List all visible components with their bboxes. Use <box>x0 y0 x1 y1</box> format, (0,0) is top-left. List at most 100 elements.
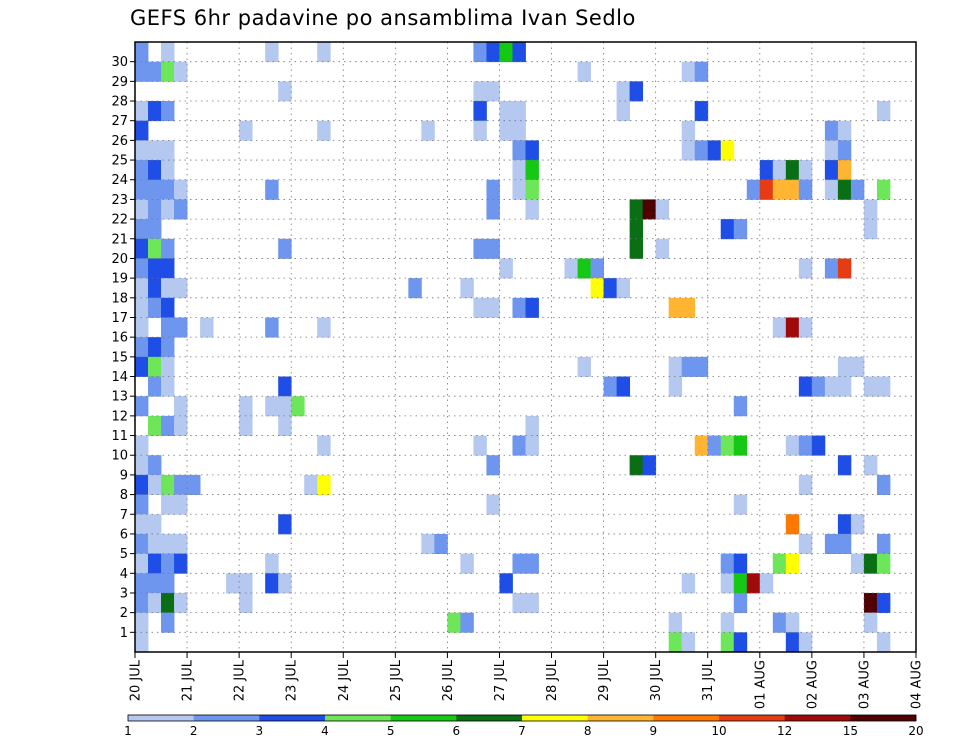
heatmap-cell <box>655 238 670 259</box>
heatmap-cell <box>863 612 878 633</box>
heatmap-cell <box>772 179 787 200</box>
heatmap-cell <box>317 474 331 495</box>
heatmap-cell <box>512 120 526 141</box>
y-tick-label: 8 <box>120 488 128 503</box>
heatmap-cell <box>148 179 162 200</box>
x-tick-label: 01 AUG <box>753 660 768 709</box>
x-tick-label: 21 JUL <box>181 659 196 701</box>
heatmap-cell <box>161 179 175 200</box>
heatmap-cell <box>473 101 487 122</box>
heatmap-cell <box>694 101 709 122</box>
x-tick-label: 27 JUL <box>493 659 508 701</box>
y-tick-label: 5 <box>120 547 128 562</box>
heatmap-cell <box>785 435 800 456</box>
heatmap-cell <box>239 573 253 594</box>
heatmap-cell <box>473 297 487 318</box>
x-tick-label: 04 AUG <box>910 660 925 709</box>
heatmap-cell <box>785 160 800 181</box>
y-tick-label: 14 <box>111 370 128 385</box>
heatmap-cell <box>876 632 891 653</box>
x-tick-label: 25 JUL <box>389 659 404 701</box>
heatmap-cell <box>525 553 539 574</box>
x-tick-label: 24 JUL <box>337 659 352 701</box>
x-tick-label: 23 JUL <box>285 659 300 701</box>
x-tick-label: 30 JUL <box>649 659 664 701</box>
heatmap-cell <box>798 160 813 181</box>
heatmap-cell <box>265 317 279 338</box>
y-tick-label: 21 <box>111 232 128 247</box>
heatmap-cell <box>148 297 162 318</box>
y-tick-label: 16 <box>111 331 128 346</box>
heatmap-cell <box>161 258 175 279</box>
heatmap-cell <box>850 553 865 574</box>
heatmap-cell <box>161 61 175 82</box>
heatmap-cell <box>720 435 735 456</box>
heatmap-cell <box>317 435 331 456</box>
heatmap-cell <box>668 376 683 397</box>
heatmap-cell <box>174 533 188 555</box>
heatmap-cell <box>161 376 175 397</box>
heatmap-cell <box>707 435 722 456</box>
heatmap-cell <box>148 258 162 279</box>
heatmap-cell <box>564 258 578 279</box>
heatmap-cell <box>824 120 839 141</box>
heatmap-cell <box>304 474 318 495</box>
heatmap-cell <box>746 179 761 200</box>
y-axis: 1234567891011121314151617181920212223242… <box>111 55 135 641</box>
heatmap-cell <box>135 317 149 338</box>
heatmap-cell <box>694 435 709 456</box>
heatmap-cell <box>837 120 852 141</box>
colorbar-swatch <box>784 715 851 721</box>
heatmap-cell <box>148 553 162 574</box>
heatmap-cell <box>733 219 748 240</box>
heatmap-cell <box>317 120 331 141</box>
heatmap-cell <box>161 553 175 574</box>
heatmap-cell <box>824 179 839 200</box>
heatmap-cell <box>148 592 162 614</box>
heatmap-cell <box>512 42 526 63</box>
heatmap-cell <box>733 573 748 594</box>
x-tick-label: 03 AUG <box>857 660 872 709</box>
heatmap-cell <box>148 474 162 495</box>
colorbar-swatch <box>390 715 457 721</box>
heatmap-cell <box>278 514 292 535</box>
y-tick-label: 1 <box>120 626 128 641</box>
heatmap-cell <box>629 455 644 476</box>
heatmap-cell <box>161 317 175 338</box>
heatmap-cell <box>148 219 162 240</box>
heatmap-cell <box>863 376 878 397</box>
y-tick-label: 26 <box>111 134 128 149</box>
heatmap-cell <box>161 415 175 436</box>
heatmap-cell <box>746 573 761 594</box>
heatmap-cell <box>460 278 474 299</box>
heatmap-cell <box>135 337 149 358</box>
heatmap-cell <box>135 553 149 574</box>
heatmap-cell <box>850 514 865 535</box>
heatmap-cell <box>135 238 149 259</box>
colorbar-swatch <box>719 715 785 721</box>
y-tick-label: 25 <box>111 154 128 169</box>
heatmap-cell <box>265 396 279 417</box>
heatmap-cell <box>733 494 748 515</box>
x-tick-label: 20 JUL <box>129 659 144 701</box>
heatmap-cell <box>681 61 696 82</box>
heatmap-cell <box>161 356 175 377</box>
heatmap-cell <box>759 573 774 594</box>
heatmap-cell <box>174 317 188 338</box>
heatmap-cell <box>135 120 149 141</box>
heatmap-cell <box>161 612 175 633</box>
heatmap-cell <box>512 553 526 574</box>
y-tick-label: 22 <box>111 213 128 228</box>
heatmap-cell <box>460 612 474 633</box>
heatmap-cell <box>863 219 878 240</box>
heatmap-cell <box>161 140 175 161</box>
heatmap-cell <box>590 278 604 299</box>
heatmap-cell <box>421 120 435 141</box>
colorbar-label: 8 <box>584 724 592 738</box>
heatmap-cell <box>148 199 162 220</box>
heatmap-cell <box>512 592 526 614</box>
heatmap-cell <box>603 376 618 397</box>
heatmap-cell <box>798 317 813 338</box>
heatmap-cell <box>837 455 852 476</box>
y-tick-label: 17 <box>111 311 128 326</box>
